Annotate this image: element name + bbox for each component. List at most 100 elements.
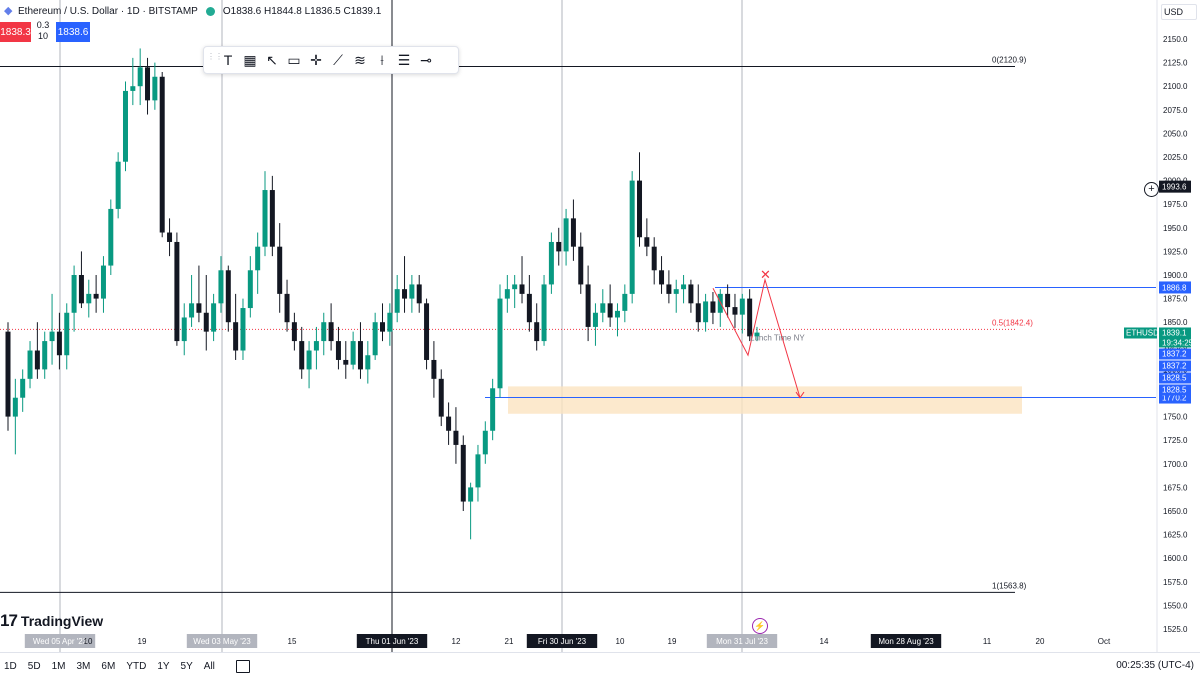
candle-body bbox=[438, 378, 444, 417]
time-label: 12 bbox=[452, 637, 461, 646]
zone-rect[interactable] bbox=[508, 386, 1022, 414]
candle-body bbox=[710, 301, 716, 313]
chart-canvas[interactable]: 0(2120.9) 0.5(1842.4) 1(1563.8) ✕ Lunch Tim… bbox=[0, 0, 1200, 652]
fib-tool-icon[interactable]: ≋ bbox=[354, 51, 366, 68]
cursor-tool-icon[interactable]: ↖ bbox=[266, 51, 278, 68]
candle-body bbox=[240, 308, 246, 351]
price-tick-label: 1650.0 bbox=[1163, 507, 1188, 516]
candle-body bbox=[651, 246, 657, 271]
candle-body bbox=[416, 284, 422, 304]
spread-box: 0.3 10 bbox=[32, 20, 54, 42]
calendar-icon[interactable] bbox=[235, 659, 250, 673]
symbol-header[interactable]: ◆ Ethereum / U.S. Dollar · 1D · BITSTAMP… bbox=[0, 0, 381, 22]
price-tick-label: 1575.0 bbox=[1163, 578, 1188, 587]
bottom-toolbar: 1D 5D 1M 3M 6M YTD 1Y 5Y All 00:25:35 (U… bbox=[0, 652, 1200, 679]
rectangle-tool-icon[interactable]: ▭ bbox=[287, 51, 301, 68]
time-label-bg bbox=[526, 634, 598, 648]
candle-body bbox=[174, 241, 180, 342]
candle-body bbox=[284, 293, 290, 323]
time-label-bg bbox=[870, 634, 942, 648]
candle-body bbox=[20, 378, 26, 398]
candle-body bbox=[262, 190, 268, 247]
range-5y[interactable]: 5Y bbox=[180, 660, 193, 672]
price-tick-label: 2125.0 bbox=[1163, 59, 1188, 68]
candle-body bbox=[328, 322, 334, 342]
grid-tool-icon[interactable]: ▦ bbox=[243, 51, 257, 68]
market-status-dot bbox=[205, 6, 215, 16]
axis-background bbox=[1157, 0, 1200, 652]
text-tool-icon[interactable]: T bbox=[223, 52, 233, 68]
clock-timezone[interactable]: 00:25:35 (UTC-4) bbox=[1116, 660, 1194, 671]
range-ytd[interactable]: YTD bbox=[126, 660, 147, 672]
candle-body bbox=[350, 341, 356, 365]
vertical-line-tool-icon[interactable]: ⟊ bbox=[380, 51, 384, 68]
time-label: 19 bbox=[668, 637, 677, 646]
range-1y[interactable]: 1Y bbox=[157, 660, 170, 672]
ethereum-icon: ◆ bbox=[4, 5, 13, 17]
projection-path[interactable] bbox=[712, 277, 801, 398]
range-1d[interactable]: 1D bbox=[4, 660, 17, 672]
add-plus-icon[interactable]: + bbox=[1144, 182, 1159, 197]
x-mark-icon: ✕ bbox=[760, 267, 771, 282]
tradingview-mark-icon: 17 bbox=[0, 611, 18, 630]
candle-body bbox=[189, 303, 195, 318]
price-badge: 1993.6 bbox=[1162, 183, 1187, 192]
candle-body bbox=[644, 237, 650, 247]
time-label: 19 bbox=[138, 637, 147, 646]
price-badge-bg bbox=[1159, 180, 1191, 193]
range-5d[interactable]: 5D bbox=[27, 660, 41, 672]
candle-body bbox=[225, 270, 231, 323]
candle-body bbox=[585, 284, 591, 327]
candle-body bbox=[137, 67, 143, 87]
candle-body bbox=[578, 246, 584, 285]
horizontal-ray-tool-icon[interactable]: ⊸ bbox=[420, 51, 432, 68]
price-tick-label: 1525.0 bbox=[1163, 625, 1188, 634]
drawing-toolbar[interactable]: ⋮⋮ T ▦ ↖ ▭ ✛ ⟋ ≋ ⟊ ☰ ⊸ bbox=[203, 46, 459, 74]
lightning-icon[interactable]: ⚡ bbox=[752, 618, 768, 634]
candle-body bbox=[614, 310, 620, 318]
candle-body bbox=[56, 331, 62, 356]
price-tick-label: 2075.0 bbox=[1163, 106, 1188, 115]
stack-label-bg bbox=[1159, 360, 1191, 372]
candle-body bbox=[526, 293, 532, 323]
range-1m[interactable]: 1M bbox=[51, 660, 66, 672]
candle-body bbox=[108, 208, 114, 266]
candle-body bbox=[453, 430, 459, 445]
candle-body bbox=[688, 284, 694, 304]
candle-body bbox=[291, 322, 297, 342]
fib-level-label: 0.5(1842.4) bbox=[992, 318, 1033, 327]
sell-button[interactable]: 1838.3 bbox=[0, 22, 31, 42]
candle-body bbox=[607, 303, 613, 318]
annotation-text[interactable]: Lunch Time NY bbox=[750, 333, 805, 342]
trendline-tool-icon[interactable]: ⟋ bbox=[333, 51, 343, 68]
candle-body bbox=[747, 298, 753, 337]
candle-body bbox=[570, 218, 576, 247]
price-axis: 2150.02125.02100.02075.02050.02025.02000… bbox=[1124, 0, 1200, 652]
candle-body bbox=[739, 298, 745, 315]
line-price-badge: 1770.2 bbox=[1162, 394, 1187, 403]
range-6m[interactable]: 6M bbox=[101, 660, 116, 672]
quantity-value: 10 bbox=[37, 31, 48, 41]
candle-body bbox=[49, 331, 55, 342]
time-label: 10 bbox=[616, 637, 625, 646]
buy-button[interactable]: 1838.6 bbox=[56, 22, 90, 42]
symbol-title[interactable]: Ethereum / U.S. Dollar · 1D · BITSTAMP bbox=[18, 5, 198, 17]
price-tick-label: 1700.0 bbox=[1163, 460, 1188, 469]
time-label-bg bbox=[24, 634, 96, 648]
range-all[interactable]: All bbox=[203, 660, 215, 672]
range-3m[interactable]: 3M bbox=[76, 660, 91, 672]
lines-tool-icon[interactable]: ☰ bbox=[397, 51, 411, 68]
candle-body bbox=[78, 275, 84, 304]
crosshair-tool-icon[interactable]: ✛ bbox=[310, 51, 322, 68]
time-label-bg bbox=[356, 634, 428, 648]
horizontal-lines: 0(2120.9) 0.5(1842.4) 1(1563.8) bbox=[0, 55, 1156, 593]
currency-selector[interactable]: USD bbox=[1161, 4, 1197, 20]
candle-body bbox=[600, 303, 606, 313]
candle-body bbox=[629, 180, 635, 294]
stack-label-bg bbox=[1159, 348, 1191, 360]
stack-label: 1837.2 bbox=[1162, 361, 1187, 370]
line-price-badge: 1886.8 bbox=[1162, 283, 1187, 292]
candle-body bbox=[196, 303, 202, 313]
candle-body bbox=[64, 312, 70, 356]
drag-handle-icon[interactable]: ⋮⋮ bbox=[207, 52, 223, 61]
